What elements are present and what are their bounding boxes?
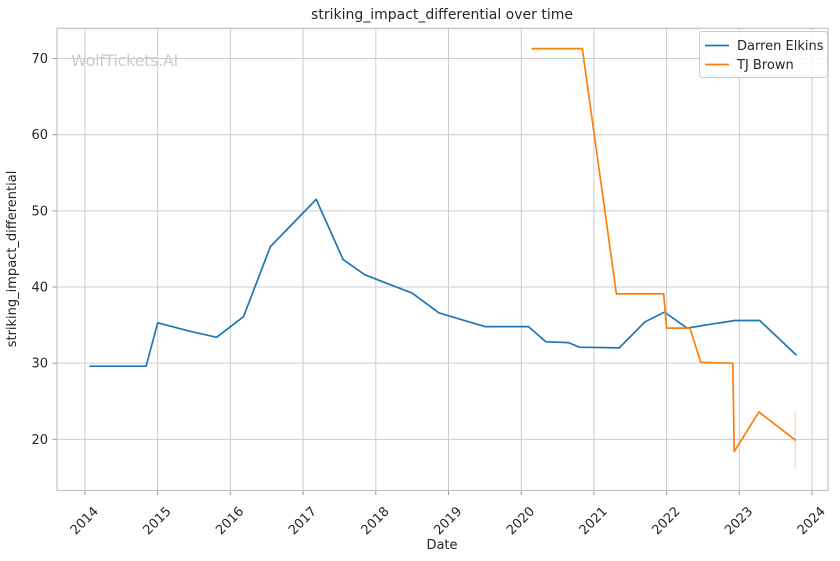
x-tick-label: 2014 [68, 504, 102, 538]
series-line-tj-brown [531, 47, 797, 453]
x-tick-label: 2023 [722, 504, 756, 538]
x-axis-label: Date [426, 538, 457, 553]
x-tick-label: 2024 [795, 504, 829, 538]
x-tick-label: 2016 [213, 504, 247, 538]
legend-label-tj-brown: TJ Brown [736, 58, 794, 73]
y-tick-label: 60 [31, 128, 48, 143]
x-tick-label: 2020 [504, 504, 538, 538]
chart-title: striking_impact_differential over time [311, 7, 573, 23]
y-tick-label: 30 [31, 357, 48, 372]
x-tick-label: 2021 [577, 504, 611, 538]
y-tick-label: 20 [31, 433, 48, 448]
legend-label-darren-elkins: Darren Elkins [737, 39, 824, 54]
legend-box [699, 31, 828, 78]
x-tick-label: 2015 [141, 504, 175, 538]
x-tick-label: 2018 [359, 504, 393, 538]
plot-border [56, 27, 829, 492]
y-tick-label: 40 [31, 281, 48, 296]
watermark-text: WolfTickets.AI [71, 51, 178, 70]
y-tick-label: 50 [31, 204, 48, 219]
series-line-darren-elkins [89, 198, 797, 368]
x-tick-label: 2022 [649, 504, 683, 538]
y-axis-label: striking_impact_differential [5, 171, 20, 348]
legend: Darren Elkins TJ Brown [699, 31, 828, 78]
x-tick-label: 2019 [431, 504, 465, 538]
y-tick-label: 70 [31, 52, 48, 67]
plot-area: 2014 2015 2016 2017 2018 2019 2020 2021 2022 2023… [31, 27, 829, 538]
x-tick-label: 2017 [286, 504, 320, 538]
